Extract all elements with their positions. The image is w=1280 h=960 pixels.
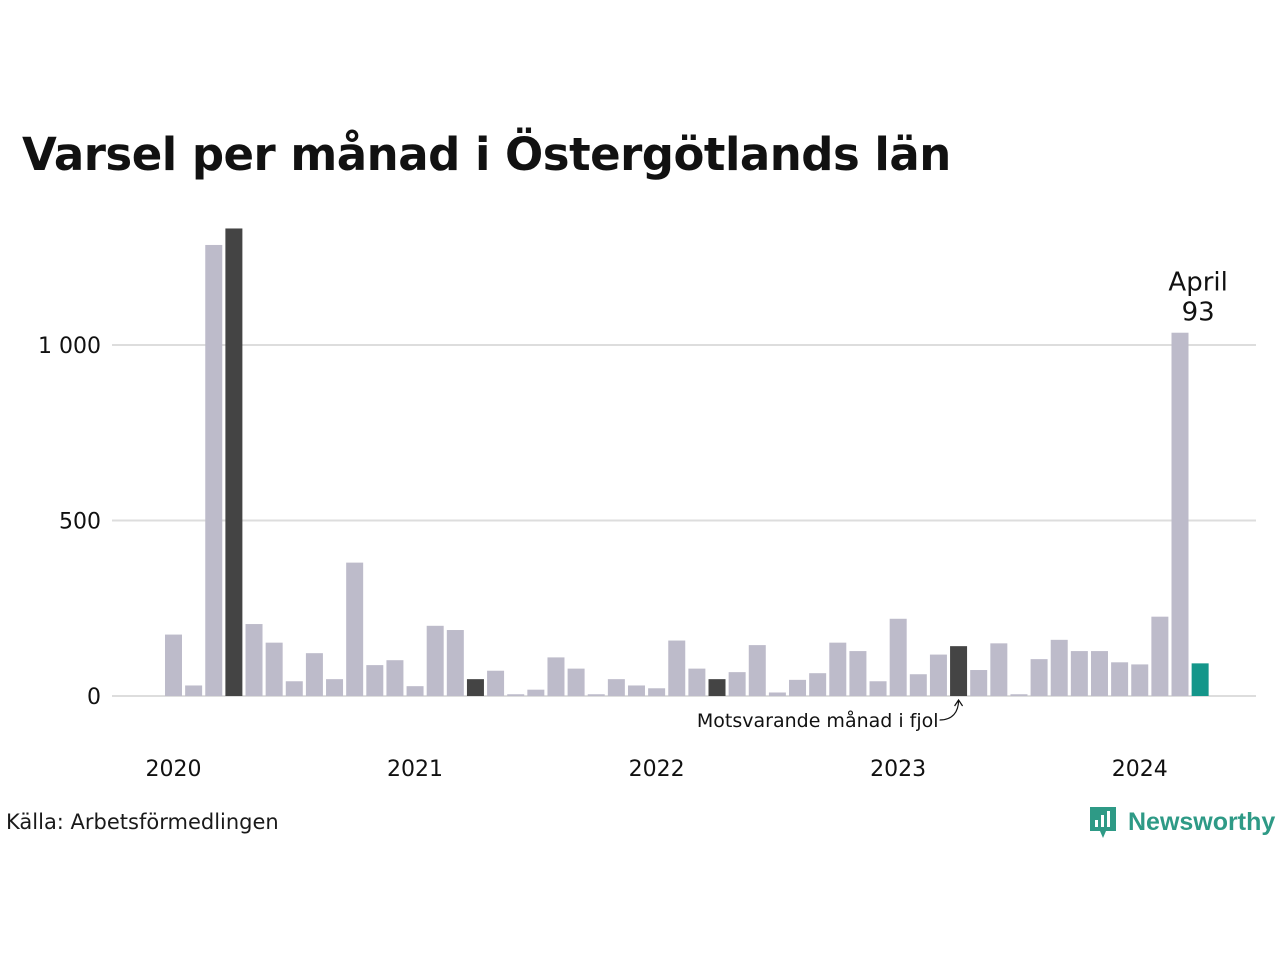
bar — [446, 630, 464, 696]
bar — [1151, 616, 1169, 696]
bar — [406, 686, 424, 696]
bar — [567, 668, 585, 696]
bar — [889, 618, 907, 696]
bars — [165, 228, 1209, 696]
bar — [809, 673, 827, 696]
bar — [768, 692, 786, 696]
bar — [1111, 662, 1129, 696]
bar — [970, 670, 988, 696]
bar — [265, 642, 283, 696]
bar — [607, 679, 625, 696]
bar — [990, 643, 1008, 696]
bar-same-month — [708, 679, 726, 696]
bar — [1090, 651, 1108, 696]
bar — [386, 660, 404, 696]
current-month-label: April — [1168, 268, 1227, 298]
last-year-arrow — [939, 698, 964, 721]
bar — [688, 668, 706, 696]
bar — [487, 670, 505, 696]
current-value-label: 93 — [1182, 298, 1215, 328]
newsworthy-logo-icon — [1090, 807, 1116, 838]
last-year-note: Motsvarande månad i fjol — [697, 709, 939, 732]
bar — [285, 681, 303, 696]
chart-title: Varsel per månad i Östergötlands län — [22, 128, 951, 181]
y-tick-label: 0 — [87, 685, 101, 710]
x-tick-label: 2022 — [629, 757, 685, 782]
bar — [245, 624, 263, 696]
bar — [748, 645, 766, 696]
source-note: Källa: Arbetsförmedlingen — [6, 810, 279, 834]
bar — [326, 679, 344, 696]
x-tick-label: 2024 — [1112, 757, 1168, 782]
bar — [849, 651, 867, 696]
bar — [1131, 664, 1149, 696]
bar — [507, 694, 525, 696]
brand-name: Newsworthy — [1128, 807, 1276, 836]
bar — [305, 653, 323, 696]
bar — [829, 642, 847, 696]
brand[interactable]: Newsworthy — [1088, 804, 1275, 840]
y-tick-label: 500 — [59, 510, 101, 535]
x-tick-label: 2023 — [870, 757, 926, 782]
bar — [346, 562, 364, 696]
x-tick-label: 2021 — [387, 757, 443, 782]
x-axis-labels: 2020 2021 2022 2023 2024 — [146, 757, 1168, 782]
bar — [728, 672, 746, 696]
bar — [165, 634, 182, 696]
bar — [627, 685, 645, 696]
bar — [1070, 651, 1088, 696]
bar — [789, 679, 807, 696]
bar — [366, 665, 384, 696]
bar — [587, 694, 605, 696]
y-tick-label: 1 000 — [38, 334, 101, 359]
y-axis-labels: 0 500 1 000 — [38, 334, 101, 710]
bar — [185, 685, 203, 696]
bar — [869, 681, 887, 696]
bar — [648, 688, 666, 696]
bar — [929, 654, 947, 696]
bar — [527, 689, 545, 696]
bar-current-month — [1191, 663, 1209, 696]
x-tick-label: 2020 — [146, 757, 202, 782]
bar — [426, 625, 444, 696]
bar — [547, 657, 565, 696]
bar — [205, 244, 223, 696]
bar-same-month — [950, 646, 968, 696]
bar — [1010, 694, 1028, 696]
annotations: April 93 Motsvarande månad i fjol — [697, 268, 1228, 732]
bar — [668, 640, 686, 696]
bar-same-month — [225, 228, 243, 696]
bar-same-month — [466, 679, 484, 696]
bar — [1171, 332, 1189, 696]
bar — [909, 674, 927, 696]
bar — [1030, 659, 1048, 696]
bar — [1050, 639, 1068, 696]
